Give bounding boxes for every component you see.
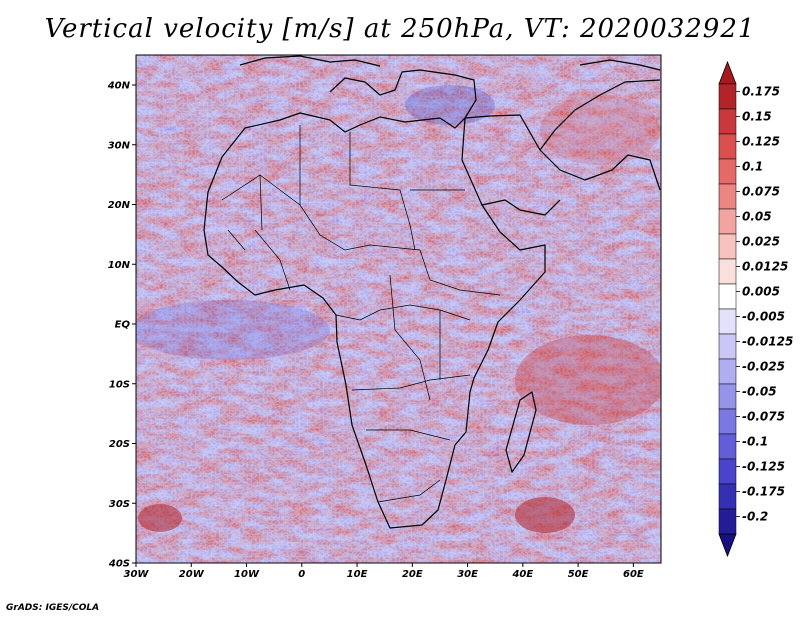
colorbar-label: -0.125 [742,460,785,474]
lon-tick-label: 20W [179,569,205,580]
colorbar-top-arrow [718,60,737,85]
colorbar-label: 0.025 [742,235,780,249]
colorbar-swatch [718,483,737,510]
colorbar-swatch [718,208,737,235]
colorbar-label: -0.05 [742,385,777,399]
madagascar-outline [505,391,537,473]
colorbar-swatch [718,333,737,360]
lon-tick-label: 10E [347,569,368,580]
colorbar-swatch [718,308,737,335]
arabian-peninsula-coast [464,114,661,191]
lon-tick-label: 20E [402,569,423,580]
colorbar-swatch [718,358,737,385]
colorbar-label: -0.1 [742,435,768,449]
colorbar-label: -0.175 [742,485,785,499]
colorbar: 0.175 0.15 0.125 0.1 0.075 0.05 0.025 0.0125 0.0… [718,60,793,558]
colorbar-label: -0.0125 [742,335,793,349]
colorbar-label: -0.2 [742,510,768,524]
lat-tick-label: 40N [107,81,131,92]
lat-tick-label: 30N [108,140,131,151]
colorbar-swatch [718,383,737,410]
colorbar-swatch [718,283,737,310]
velocity-field [136,55,661,563]
lat-tick-label: 10S [109,379,130,390]
colorbar-swatch [718,458,737,485]
lon-tick-label: 0 [298,569,305,580]
lat-tick-label: 20S [109,439,130,450]
colorbar-swatch [718,108,737,135]
atlantic-descent [136,300,330,360]
lat-tick-label: 40S [108,559,130,570]
longitude-axis: 30W 20W 10W 0 10E 20E 30E 40E 50E 60E [124,563,644,580]
colorbar-label: 0.125 [742,135,780,149]
lat-tick-label: 10N [108,260,131,271]
lon-tick-label: 60E [623,569,644,580]
lat-tick-label: 30S [109,499,130,510]
indian-ocean-ascent [515,335,661,425]
coastlines [203,55,661,529]
colorbar-swatch [718,183,737,210]
colorbar-swatch [718,433,737,460]
mediterranean-descent [405,85,495,125]
lon-tick-label: 30W [124,569,150,580]
colorbar-label: 0.075 [742,185,780,199]
colorbar-label: 0.005 [742,285,780,299]
lat-tick-label: 20N [108,200,131,211]
colorbar-swatch [718,233,737,260]
colorbar-label: 0.05 [742,210,772,224]
colorbar-swatch [718,83,737,110]
colorbar-swatch [718,508,737,535]
lon-tick-label: 50E [568,569,589,580]
lon-tick-label: 30E [457,569,478,580]
colorbar-label: 0.0125 [742,260,788,274]
colorbar-label: 0.175 [742,85,780,99]
colorbar-label: -0.075 [742,410,785,424]
plot-title: Vertical velocity [m/s] at 250hPa, VT: 2… [44,14,756,44]
colorbar-swatch [718,258,737,285]
colorbar-swatch [718,158,737,185]
colorbar-label: 0.15 [742,110,772,124]
lon-tick-label: 10W [234,569,260,580]
credit-label: GrADS: IGES/COLA [6,603,100,613]
plot-frame [135,54,662,564]
south-atlantic-ascent [138,504,182,532]
southern-ocean-ascent [515,497,575,533]
arabia-ascent [540,95,660,165]
colorbar-label: -0.025 [742,360,785,374]
latitude-axis: 40N 30N 20N 10N EQ 10S 20S 30S 40S [107,81,136,570]
country-borders [221,125,501,503]
colorbar-swatch [718,408,737,435]
lat-tick-label: EQ [115,320,131,331]
colorbar-bottom-arrow [718,533,737,558]
colorbar-swatch [718,133,737,160]
lon-tick-label: 40E [511,569,533,580]
colorbar-label: 0.1 [742,160,763,174]
colorbar-label: -0.005 [742,310,785,324]
